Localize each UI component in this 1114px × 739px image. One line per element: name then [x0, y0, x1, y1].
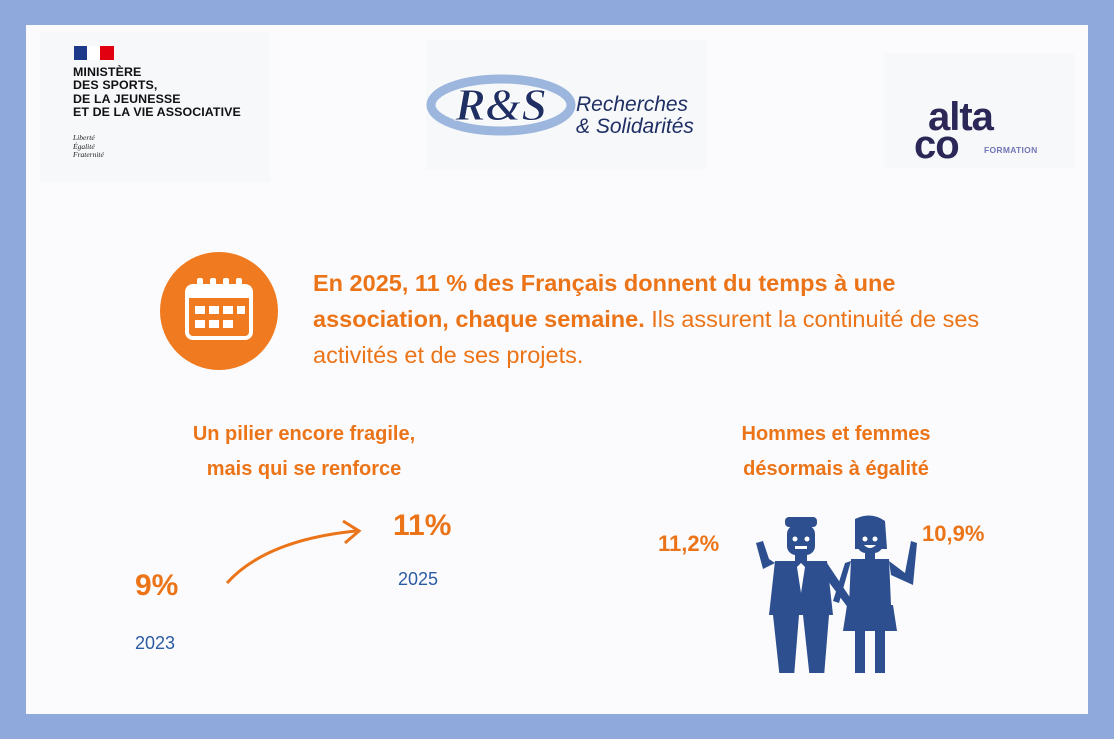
- french-flag-icon: [74, 46, 114, 60]
- rs-logo: R&S Recherches & Solidarités: [426, 40, 706, 170]
- year-2023: 2023: [135, 633, 176, 653]
- rs-monogram-icon: R&S: [426, 74, 576, 136]
- calendar-icon: [185, 278, 253, 340]
- arrow-icon: [225, 519, 362, 585]
- right-section-title: Hommes et femmes désormais à égalité: [741, 423, 931, 480]
- ministry-logo: MINISTÈRE DES SPORTS, DE LA JEUNESSE ET …: [40, 32, 270, 182]
- calendar-badge: [160, 252, 278, 370]
- woman-icon: [833, 515, 917, 673]
- left-section-title: Un pilier encore fragile, mais qui se re…: [192, 423, 416, 480]
- altaco-logo: alta co FORMATION: [884, 53, 1074, 168]
- year-2025: 2025: [398, 569, 439, 589]
- ministry-name: MINISTÈRE DES SPORTS, DE LA JEUNESSE ET …: [73, 65, 241, 120]
- alta-word: alta: [928, 95, 994, 139]
- men-percentage: 11,2%: [658, 531, 720, 556]
- value-2023: 9%: [135, 569, 179, 602]
- ministry-motto: Liberté Égalité Fraternité: [73, 133, 104, 159]
- infographic-card: MINISTÈRE DES SPORTS, DE LA JEUNESSE ET …: [26, 25, 1088, 714]
- alta-tagline: FORMATION: [984, 145, 1038, 155]
- headline: En 2025, 11 % des Français donnent du te…: [313, 270, 980, 368]
- svg-text:R&S: R&S: [454, 79, 547, 130]
- women-percentage: 10,9%: [922, 521, 985, 546]
- rs-name: Recherches & Solidarités: [576, 93, 694, 138]
- people-illustration: [756, 515, 917, 673]
- co-word: co: [914, 123, 960, 167]
- value-2025: 11%: [393, 509, 452, 542]
